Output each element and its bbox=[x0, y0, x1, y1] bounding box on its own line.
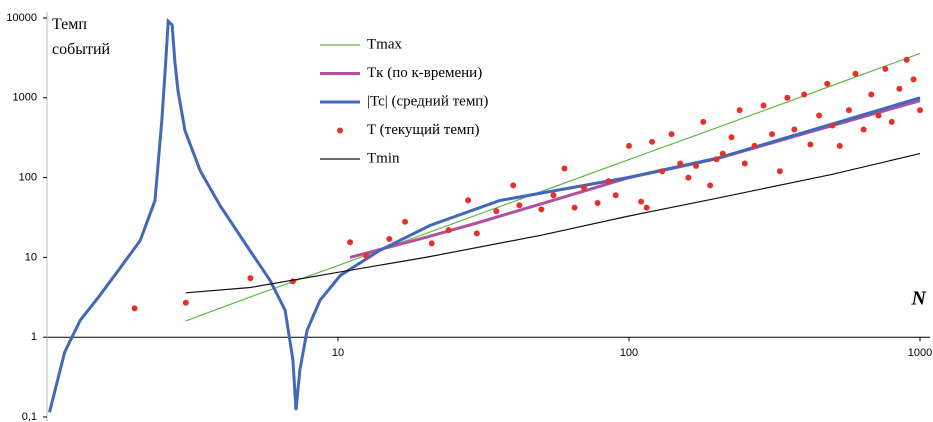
data-point bbox=[829, 122, 836, 129]
series-line bbox=[185, 52, 921, 322]
data-point bbox=[510, 182, 517, 189]
y-tick-label: 100 bbox=[19, 172, 37, 184]
data-point bbox=[836, 142, 843, 149]
data-point bbox=[917, 107, 923, 114]
data-point bbox=[612, 192, 619, 199]
data-point bbox=[571, 204, 578, 211]
x-tick-label: 1000 bbox=[908, 347, 932, 359]
data-point bbox=[875, 112, 882, 119]
data-point bbox=[713, 156, 720, 163]
data-point bbox=[473, 230, 480, 237]
data-point bbox=[693, 162, 700, 169]
data-point bbox=[605, 178, 612, 185]
series-line bbox=[185, 153, 921, 294]
data-point bbox=[776, 168, 783, 175]
data-point bbox=[903, 56, 910, 63]
data-point bbox=[882, 65, 889, 72]
data-point bbox=[402, 218, 409, 225]
data-point bbox=[668, 131, 675, 138]
legend-label: Tmax bbox=[367, 36, 402, 52]
data-point bbox=[386, 236, 393, 243]
data-point bbox=[538, 206, 545, 213]
y-tick-label: 1000 bbox=[13, 92, 37, 104]
data-point bbox=[580, 184, 587, 191]
data-point bbox=[516, 202, 523, 209]
data-point bbox=[868, 91, 875, 98]
data-point bbox=[626, 142, 632, 149]
data-point bbox=[791, 126, 798, 133]
data-point bbox=[760, 102, 767, 109]
data-point bbox=[550, 192, 557, 199]
data-point bbox=[700, 118, 707, 125]
data-point bbox=[852, 70, 859, 77]
data-point bbox=[428, 240, 435, 247]
data-point bbox=[363, 252, 370, 259]
data-point bbox=[719, 150, 726, 157]
y-tick-label: 10 bbox=[25, 251, 37, 263]
data-point bbox=[638, 198, 645, 205]
series-line bbox=[48, 17, 921, 413]
data-point bbox=[860, 126, 867, 133]
data-point bbox=[677, 160, 684, 167]
data-point bbox=[768, 131, 775, 138]
y-axis-label: Темп событий bbox=[52, 16, 111, 58]
legend-label: Tк (по к-времени) bbox=[367, 65, 482, 81]
data-point bbox=[807, 141, 814, 148]
data-point bbox=[659, 168, 666, 175]
data-point bbox=[816, 112, 823, 119]
legend-marker bbox=[337, 127, 343, 134]
data-point bbox=[824, 80, 831, 87]
data-point bbox=[888, 118, 895, 125]
data-point bbox=[910, 76, 917, 83]
y-tick-label: 10000 bbox=[6, 12, 37, 24]
data-point bbox=[728, 134, 735, 141]
legend-label: |Tc| (средний темп) bbox=[367, 93, 488, 109]
x-tick-label: 100 bbox=[620, 347, 638, 359]
data-point bbox=[736, 107, 743, 114]
data-point bbox=[845, 107, 852, 114]
data-point bbox=[741, 160, 748, 167]
legend-label: T (текущий темп) bbox=[367, 122, 480, 138]
data-point bbox=[707, 182, 714, 189]
x-axis-label: N bbox=[911, 288, 928, 310]
data-point bbox=[643, 204, 650, 211]
data-point bbox=[594, 200, 601, 207]
y-tick-label: 1 bbox=[31, 331, 37, 343]
data-point bbox=[801, 91, 808, 98]
data-point bbox=[649, 138, 656, 145]
legend-label: Tmin bbox=[367, 150, 400, 166]
data-point bbox=[445, 227, 452, 234]
data-point bbox=[347, 239, 354, 246]
y-tick-label: 0,1 bbox=[22, 411, 37, 422]
data-point bbox=[685, 174, 692, 181]
data-point bbox=[896, 85, 903, 92]
data-point bbox=[131, 305, 138, 312]
data-point bbox=[247, 275, 254, 282]
data-point bbox=[493, 208, 500, 215]
x-tick-label: 10 bbox=[332, 347, 344, 359]
data-point bbox=[465, 197, 472, 204]
data-point bbox=[751, 142, 758, 149]
data-point bbox=[561, 165, 568, 172]
data-point bbox=[784, 94, 791, 101]
data-point bbox=[182, 299, 189, 306]
